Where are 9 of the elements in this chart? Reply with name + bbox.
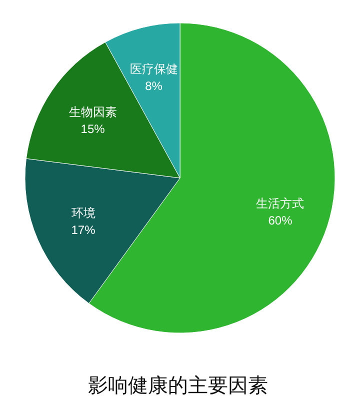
- data-label: 15%: [80, 122, 106, 136]
- data-label: 60%: [268, 214, 293, 228]
- slice-label: 医疗保健: [130, 62, 178, 76]
- text: 影响健康的主要因素: [88, 374, 268, 397]
- data-label: 17%: [71, 222, 96, 237]
- data-label: 8%: [145, 78, 163, 93]
- slice-label: 生物因素: [68, 104, 117, 119]
- slice-label: 环境: [71, 206, 96, 220]
- slice-label: 生活方式: [256, 196, 304, 211]
